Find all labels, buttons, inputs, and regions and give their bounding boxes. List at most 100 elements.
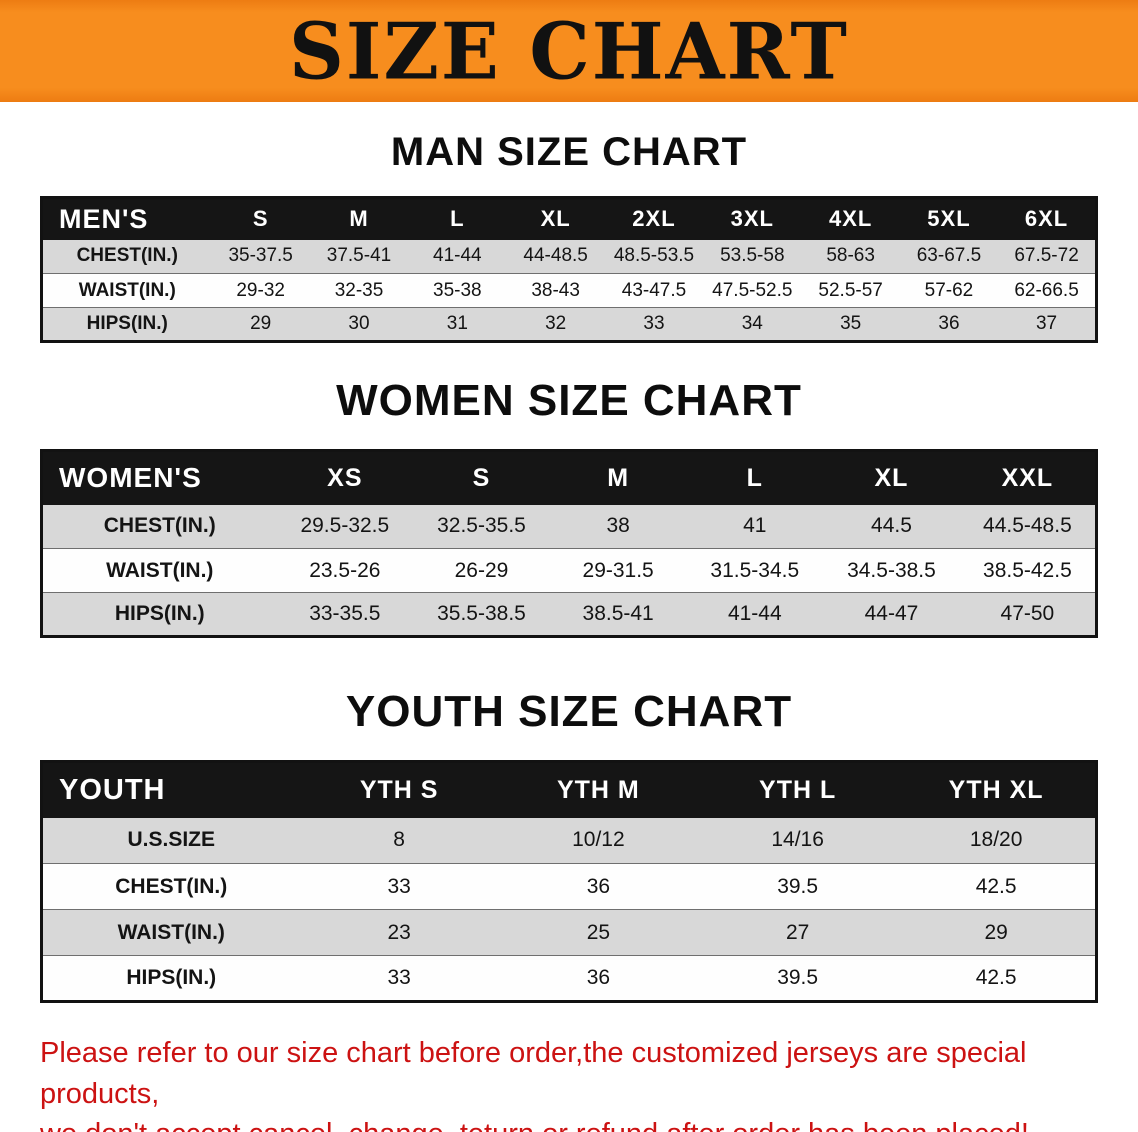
- size-column-header: 6XL: [1024, 206, 1069, 232]
- size-column-header: XL: [874, 463, 909, 492]
- row-label: HIPS(IN.): [126, 966, 217, 989]
- row-label: CHEST(IN.): [103, 514, 216, 538]
- size-column-header: 4XL: [828, 206, 873, 232]
- size-value-cell: 35: [840, 313, 862, 334]
- size-value-cell: 36: [586, 966, 611, 989]
- youth-size-table: YOUTH YTH S YTH M YTH L YTH XL U.S.SIZE 8 10/12…: [40, 760, 1098, 1003]
- row-label: HIPS(IN.): [86, 313, 168, 334]
- size-value-cell: 32: [545, 313, 567, 334]
- measurement-row: HIPS(IN.) 33-35.5 35.5-38.5 38.5-41 41-44 44-…: [41, 592, 1097, 637]
- size-value-cell: 41-44: [727, 602, 782, 625]
- size-column-header: S: [252, 206, 269, 232]
- row-label: U.S.SIZE: [127, 828, 216, 852]
- measurement-row: HIPS(IN.) 29 30 31 32 33 34 35 36 37: [41, 307, 1097, 342]
- measurement-row: WAIST(IN.) 29-32 32-35 35-38 38-43 43-47.5 47.…: [41, 273, 1097, 308]
- size-value-cell: 35-37.5: [228, 245, 293, 267]
- size-value-cell: 29-31.5: [582, 558, 654, 582]
- youth-section-heading: YOUTH SIZE CHART: [345, 687, 793, 736]
- measurement-row: U.S.SIZE 8 10/12 14/16 18/20: [41, 817, 1097, 864]
- measurement-row: CHEST(IN.) 29.5-32.5 32.5-35.5 38 41 44.5 44.5…: [41, 504, 1097, 549]
- table-header-row: YOUTH YTH S YTH M YTH L YTH XL: [41, 761, 1097, 818]
- size-value-cell: 63-67.5: [916, 245, 982, 267]
- size-value-cell: 34.5-38.5: [847, 558, 936, 582]
- men-size-table: MEN'S S M L XL 2XL 3XL 4XL 5XL 6XL CHEST(IN.) 35-37…: [40, 196, 1098, 343]
- size-value-cell: 29: [984, 920, 1008, 944]
- size-column-header: L: [450, 206, 465, 232]
- size-value-cell: 37: [1035, 313, 1058, 334]
- women-size-table: WOMEN'S XS S M L XL XXL CHEST(IN.) 29.5-32.5 32.5…: [40, 449, 1098, 638]
- size-value-cell: 27: [785, 920, 810, 944]
- disclaimer-line-2: we don't accept cancel, change, teturn o…: [40, 1114, 1100, 1132]
- size-value-cell: 23.5-26: [309, 558, 381, 582]
- size-value-cell: 47.5-52.5: [712, 279, 793, 301]
- youth-table-wrapper: YOUTH YTH S YTH M YTH L YTH XL U.S.SIZE 8 10/12…: [40, 760, 1098, 1003]
- size-value-cell: 33: [387, 966, 411, 989]
- size-value-cell: 38.5-41: [582, 602, 654, 625]
- size-value-cell: 31.5-34.5: [710, 558, 800, 582]
- row-label: WAIST(IN.): [117, 920, 225, 944]
- size-value-cell: 48.5-53.5: [613, 245, 695, 267]
- women-size-section: WOMEN SIZE CHART WOMEN'S XS S M L XL XXL CHEST(…: [0, 379, 1138, 638]
- row-label: WAIST(IN.): [106, 558, 214, 582]
- measurement-row: CHEST(IN.) 33 36 39.5 42.5: [41, 863, 1097, 910]
- size-value-cell: 8: [393, 828, 405, 852]
- size-value-cell: 41: [743, 514, 767, 538]
- size-value-cell: 32-35: [334, 279, 384, 301]
- size-value-cell: 35-38: [433, 279, 482, 301]
- measurement-row: WAIST(IN.) 23 25 27 29: [41, 909, 1097, 956]
- size-column-header: L: [746, 463, 763, 492]
- size-value-cell: 38: [606, 514, 630, 538]
- size-value-cell: 34: [741, 313, 763, 334]
- table-header-row: WOMEN'S XS S M L XL XXL: [41, 450, 1097, 505]
- size-value-cell: 38-43: [531, 279, 580, 301]
- size-value-cell: 62-66.5: [1014, 279, 1079, 301]
- size-value-cell: 32.5-35.5: [437, 514, 526, 538]
- men-table-wrapper: MEN'S S M L XL 2XL 3XL 4XL 5XL 6XL CHEST(IN.) 35-37…: [40, 196, 1098, 343]
- size-column-header: XXL: [1001, 463, 1054, 492]
- women-section-heading: WOMEN SIZE CHART: [336, 376, 802, 425]
- size-value-cell: 23: [387, 920, 411, 944]
- size-column-header: 3XL: [730, 206, 774, 232]
- size-column-header: XL: [540, 206, 571, 232]
- size-value-cell: 37.5-41: [326, 245, 392, 267]
- size-value-cell: 14/16: [771, 828, 824, 852]
- disclaimer-note: Please refer to our size chart before or…: [40, 1033, 1100, 1132]
- size-value-cell: 10/12: [572, 828, 625, 852]
- size-value-cell: 39.5: [777, 874, 819, 898]
- size-value-cell: 42.5: [975, 874, 1017, 898]
- size-value-cell: 52.5-57: [818, 279, 883, 301]
- table-title-cell: WOMEN'S: [59, 462, 202, 494]
- size-value-cell: 33: [387, 874, 411, 898]
- page-title: SIZE CHART: [289, 5, 849, 97]
- size-value-cell: 58-63: [826, 245, 875, 267]
- men-size-section: MAN SIZE CHART MEN'S S M L XL 2XL 3XL 4XL 5XL 6XL…: [0, 132, 1138, 343]
- table-title-cell: YOUTH: [59, 773, 166, 806]
- size-value-cell: 18/20: [969, 828, 1023, 852]
- row-label: CHEST(IN.): [115, 874, 228, 898]
- size-column-header: 2XL: [632, 206, 676, 232]
- table-header-row: MEN'S S M L XL 2XL 3XL 4XL 5XL 6XL: [41, 197, 1097, 240]
- size-value-cell: 44-48.5: [523, 245, 588, 267]
- women-table-wrapper: WOMEN'S XS S M L XL XXL CHEST(IN.) 29.5-32.5 32.5…: [40, 449, 1098, 638]
- size-value-cell: 36: [586, 874, 611, 898]
- row-label: HIPS(IN.): [114, 602, 205, 625]
- size-value-cell: 47-50: [1000, 602, 1055, 625]
- banner: SIZE CHART: [0, 0, 1138, 102]
- measurement-row: CHEST(IN.) 35-37.5 37.5-41 41-44 44-48.5 48.5…: [41, 239, 1097, 274]
- size-value-cell: 33: [643, 313, 665, 334]
- size-value-cell: 29.5-32.5: [300, 514, 390, 538]
- table-title-cell: MEN'S: [59, 203, 149, 234]
- size-value-cell: 30: [348, 313, 370, 334]
- size-value-cell: 36: [938, 313, 960, 334]
- size-value-cell: 44.5: [871, 514, 912, 538]
- size-column-header: YTH XL: [948, 775, 1044, 804]
- size-column-header: YTH L: [759, 775, 837, 804]
- size-column-header: XS: [327, 463, 363, 492]
- size-column-header: 5XL: [927, 206, 971, 232]
- youth-size-section: YOUTH SIZE CHART YOUTH YTH S YTH M YTH L YTH…: [0, 690, 1138, 1003]
- size-value-cell: 44-47: [864, 602, 919, 625]
- size-value-cell: 57-62: [924, 279, 974, 301]
- size-value-cell: 42.5: [975, 966, 1017, 989]
- disclaimer-line-1: Please refer to our size chart before or…: [40, 1037, 1027, 1110]
- size-value-cell: 39.5: [777, 966, 819, 989]
